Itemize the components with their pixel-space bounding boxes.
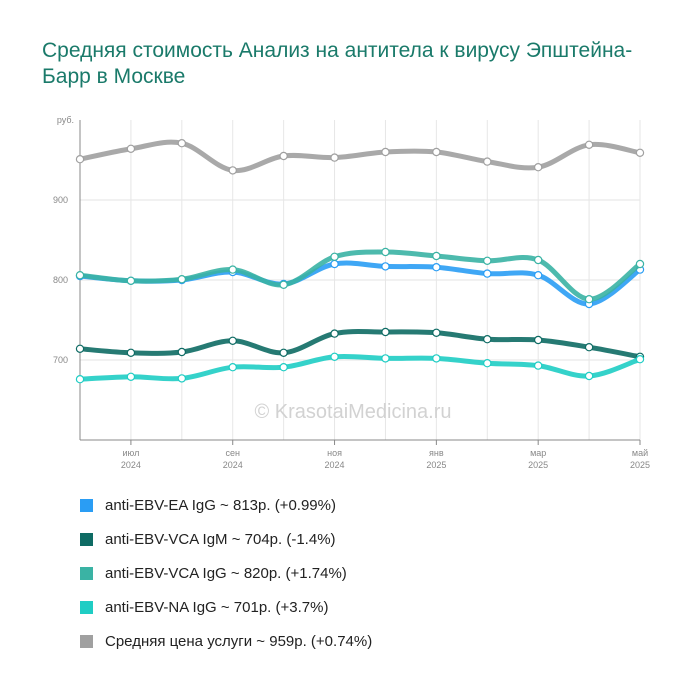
- series-4-point: [635, 148, 645, 157]
- series-1-point: [381, 327, 390, 337]
- legend-item[interactable]: anti-EBV-NA IgG ~ 701р. (+3.7%): [80, 590, 372, 624]
- series-2-point: [584, 295, 594, 304]
- series-4-line: [77, 139, 643, 173]
- series-3-point: [432, 354, 441, 363]
- legend-label: anti-EBV-EA IgG ~ 813р. (+0.99%): [105, 496, 336, 514]
- series-0-line: [77, 260, 643, 307]
- series-1-point: [533, 335, 543, 345]
- series-3-point: [177, 374, 187, 383]
- x-tick-year: 2025: [426, 460, 446, 470]
- x-tick-month: сен: [225, 448, 240, 458]
- legend-item[interactable]: Средняя цена услуги ~ 959р. (+0.74%): [80, 624, 372, 658]
- legend-label: anti-EBV-NA IgG ~ 701р. (+3.7%): [105, 598, 329, 616]
- series-4-point: [75, 154, 85, 164]
- legend-label: Средняя цена услуги ~ 959р. (+0.74%): [105, 632, 373, 650]
- series-0-point: [432, 263, 441, 272]
- series-2-point: [635, 259, 645, 269]
- series-4-point: [177, 138, 187, 148]
- series-2-line: [77, 249, 643, 302]
- series-2-point: [279, 280, 288, 289]
- series-1-point: [483, 335, 492, 344]
- legend-swatch: [80, 600, 93, 614]
- y-tick-label: 800: [53, 275, 68, 285]
- series-2-point: [381, 247, 390, 257]
- legend-swatch: [80, 566, 93, 580]
- series-1-point: [177, 347, 187, 357]
- chart-title: Средняя стоимость Анализ на антитела к в…: [42, 39, 633, 88]
- series-4-point: [228, 166, 237, 175]
- series-2-point: [483, 256, 492, 265]
- legend-item[interactable]: anti-EBV-EA IgG ~ 813р. (+0.99%): [80, 488, 372, 522]
- x-tick-year: 2024: [121, 460, 141, 470]
- series-2-point: [533, 255, 543, 265]
- series-0-point: [483, 269, 492, 278]
- series-4-point: [432, 147, 441, 157]
- chart-legend: anti-EBV-EA IgG ~ 813р. (+0.99%) anti-EBV…: [80, 488, 372, 658]
- series-2-point: [177, 275, 187, 284]
- series-2-point: [228, 265, 237, 274]
- series-0-point: [330, 259, 339, 269]
- legend-item[interactable]: anti-EBV-VCA IgM ~ 704р. (-1.4%): [80, 522, 372, 556]
- series-4-point: [279, 151, 288, 161]
- x-tick-year: 2024: [223, 460, 243, 470]
- series-1-point: [330, 329, 339, 338]
- y-tick-label: 700: [53, 355, 68, 365]
- series-4-point: [330, 153, 339, 162]
- legend-label: anti-EBV-VCA IgG ~ 820р. (+1.74%): [105, 564, 347, 582]
- legend-swatch: [80, 532, 93, 546]
- price-line-chart: 700 800 900 руб. июл 2024 сен 2024 ноя 2024 янв 202…: [53, 115, 650, 470]
- series-2-point: [126, 276, 136, 285]
- series-3-point: [330, 352, 339, 361]
- series-3-point: [584, 371, 594, 381]
- legend-swatch: [80, 634, 93, 648]
- watermark-text: © KrasotaiMedicina.ru: [254, 401, 451, 423]
- series-3-point: [533, 361, 543, 370]
- x-tick-month: ноя: [327, 448, 342, 458]
- series-0-point: [381, 262, 390, 271]
- series-1-line: [77, 329, 643, 360]
- series-1-point: [228, 336, 237, 345]
- series-1-point: [432, 328, 441, 337]
- series-3-point: [279, 363, 288, 372]
- series-3-point: [381, 354, 390, 363]
- legend-label: anti-EBV-VCA IgM ~ 704р. (-1.4%): [105, 530, 336, 548]
- x-tick-month: июл: [122, 448, 139, 458]
- x-tick-month: янв: [429, 448, 444, 458]
- series-4-point: [533, 162, 543, 172]
- series-1-point: [75, 344, 85, 353]
- series-0-point: [533, 271, 543, 280]
- series-4-point: [381, 147, 390, 157]
- series-2-point: [75, 271, 85, 280]
- x-tick-year: 2024: [325, 460, 345, 470]
- series-3-point: [75, 375, 85, 384]
- x-tick-year: 2025: [630, 460, 650, 470]
- x-tick-month: май: [632, 448, 648, 458]
- series-1-point: [126, 348, 136, 357]
- series-2-point: [432, 251, 441, 261]
- legend-swatch: [80, 498, 93, 512]
- series-3-line: [77, 353, 643, 382]
- series-2-point: [330, 252, 339, 261]
- series-3-point: [126, 372, 136, 381]
- x-tick-month: мар: [530, 448, 546, 458]
- series-1-point: [584, 343, 594, 352]
- legend-item[interactable]: anti-EBV-VCA IgG ~ 820р. (+1.74%): [80, 556, 372, 590]
- x-tick-year: 2025: [528, 460, 548, 470]
- y-unit-label: руб.: [57, 115, 74, 125]
- y-tick-label: 900: [53, 195, 68, 205]
- series-3-point: [228, 363, 237, 372]
- series-3-point: [635, 355, 645, 364]
- series-3-point: [483, 359, 492, 368]
- series-4-point: [584, 140, 594, 149]
- series-4-point: [483, 157, 492, 166]
- series-1-point: [279, 348, 288, 357]
- series-4-point: [126, 144, 136, 153]
